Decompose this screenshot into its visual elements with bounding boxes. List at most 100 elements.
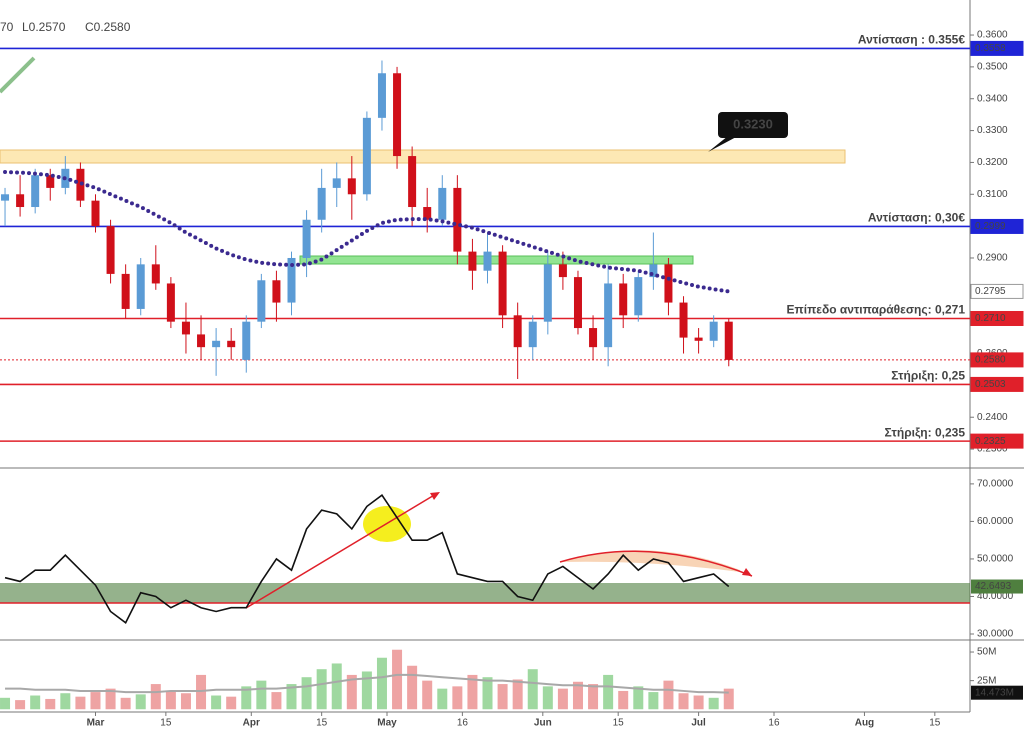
price-tag-label: 42.6493 — [975, 581, 1012, 592]
volume-bar — [482, 677, 493, 710]
x-tick-label: May — [377, 718, 397, 729]
candle-body — [106, 226, 115, 274]
candle-body — [46, 175, 55, 188]
volume-bar — [135, 694, 146, 710]
level-text: Αντίσταση : 0.355€ — [858, 33, 965, 47]
y-tick-label: 0.3500 — [977, 62, 1008, 73]
volume-bar — [392, 649, 403, 710]
volume-bar — [30, 695, 41, 710]
candle-body — [227, 340, 236, 348]
level-text: Στήριξη: 0,235 — [885, 425, 966, 439]
price-tag-label: 14.473M — [975, 687, 1014, 698]
volume-bar — [150, 684, 161, 710]
y-tick-label: 0.2300 — [977, 444, 1008, 455]
volume-bar — [316, 669, 327, 710]
candle-body — [332, 178, 341, 188]
level-text: Αντίσταση: 0,30€ — [868, 211, 965, 225]
rsi-line — [4, 493, 730, 624]
y-tick-label: 50M — [977, 647, 996, 658]
price-tag-label: 0.2325 — [975, 436, 1006, 447]
volume-bar — [286, 684, 297, 710]
volume-bar — [211, 695, 222, 710]
volume-bar — [633, 686, 644, 710]
y-tick-label: 0.2400 — [977, 412, 1008, 423]
volume-bar — [407, 665, 418, 710]
volume-bar — [452, 686, 463, 710]
volume-bar — [15, 700, 26, 710]
volume-bar — [0, 697, 11, 710]
y-tick-label: 0.3600 — [977, 30, 1008, 41]
candle-body — [121, 273, 130, 309]
candle-body — [679, 302, 688, 338]
price-tag — [970, 352, 1024, 368]
candle-body — [377, 73, 386, 118]
rsi-zone — [0, 583, 970, 603]
volume-bar — [542, 686, 553, 710]
volume-bar — [648, 692, 659, 710]
candle-body — [498, 251, 507, 316]
volume-bar — [527, 669, 538, 710]
x-tick-label: 16 — [457, 718, 469, 729]
candle-body — [724, 321, 733, 360]
volume-bar — [75, 696, 86, 710]
y-tick-label: 0.3300 — [977, 125, 1008, 136]
candle-body — [619, 283, 628, 316]
volume-bar — [331, 663, 342, 710]
price-tag-label: 0.2710 — [975, 313, 1006, 324]
candle-body — [438, 187, 447, 220]
candle-body — [166, 283, 175, 322]
candle-body — [287, 257, 296, 303]
y-tick-label: 0.3400 — [977, 93, 1008, 104]
price-tag-label: 0.2999 — [975, 221, 1006, 232]
candle-body — [664, 264, 673, 303]
y-tick-label: 30.0000 — [977, 629, 1014, 640]
level-text: Στήριξη: 0,25 — [891, 369, 965, 383]
volume-bar — [120, 697, 131, 710]
price-tag — [970, 218, 1024, 234]
volume-bar — [346, 674, 357, 710]
candle-body — [347, 178, 356, 195]
level-text: Επίπεδο αντιπαράθεσης: 0,271 — [787, 303, 966, 317]
trend-line — [0, 56, 36, 94]
candle-body — [31, 175, 40, 208]
price-tag-label: 0.3558 — [975, 43, 1006, 54]
volume-bar — [196, 674, 207, 710]
arrow-head — [430, 492, 440, 500]
x-tick-label: 15 — [929, 718, 941, 729]
candle-body — [151, 264, 160, 284]
x-tick-label: Jun — [534, 718, 552, 729]
callout-tail — [708, 136, 738, 152]
candle-body — [453, 187, 462, 252]
volume-bar — [361, 671, 372, 710]
candle-body — [573, 277, 582, 329]
volume-bar — [467, 674, 478, 710]
candle-body — [16, 194, 25, 208]
volume-bar — [708, 697, 719, 710]
candle-body — [528, 321, 537, 348]
price-tag-label: 0.2503 — [975, 379, 1006, 390]
volume-bar — [241, 686, 252, 710]
price-tag — [970, 376, 1024, 392]
y-tick-label: 50.0000 — [977, 554, 1014, 565]
volume-bar — [256, 680, 267, 710]
candle-body — [136, 264, 145, 309]
ohlc-low: L0.2570 — [22, 20, 66, 34]
volume-bar — [678, 693, 689, 710]
volume-bar — [301, 677, 312, 710]
price-tag — [970, 310, 1024, 326]
volume-bar — [271, 692, 282, 710]
candle-body — [362, 117, 371, 195]
candle-body — [513, 315, 522, 348]
volume-bar — [603, 674, 614, 710]
volume-bar — [165, 690, 176, 710]
price-tag — [970, 283, 1024, 299]
price-tag-label: 0.2795 — [975, 286, 1006, 297]
candle-body — [649, 264, 658, 278]
x-tick-label: Mar — [87, 718, 105, 729]
volume-bar — [105, 688, 116, 710]
candle-body — [423, 207, 432, 220]
candle-body — [317, 187, 326, 220]
candle-body — [91, 200, 100, 227]
